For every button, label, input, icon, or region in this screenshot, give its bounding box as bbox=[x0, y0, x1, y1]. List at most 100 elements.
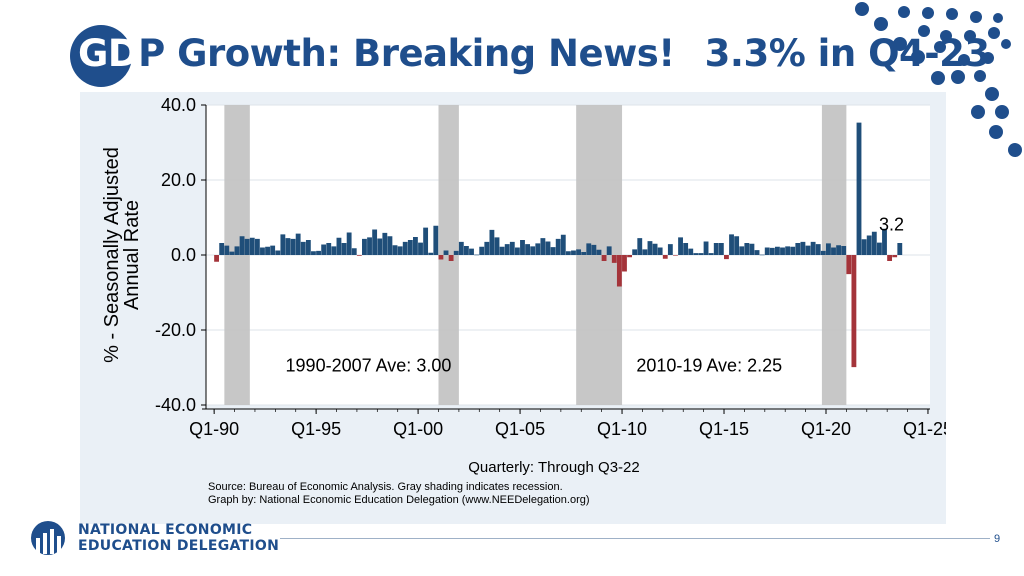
gdp-bar bbox=[295, 233, 301, 255]
gdp-bar bbox=[377, 238, 383, 255]
x-axis-label: Quarterly: Through Q3-22 bbox=[468, 459, 639, 476]
gdp-bar bbox=[443, 250, 449, 255]
gdp-bar bbox=[397, 246, 403, 255]
gdp-bar bbox=[504, 244, 510, 255]
gdp-bar bbox=[820, 250, 826, 255]
gdp-bar bbox=[463, 246, 469, 255]
gdp-bar bbox=[469, 248, 474, 255]
gdp-bar bbox=[775, 246, 780, 255]
footer-divider bbox=[280, 538, 990, 539]
gdp-bar bbox=[810, 241, 816, 255]
gdp-bar bbox=[642, 249, 648, 255]
gdp-bar bbox=[458, 241, 464, 255]
gdp-bar bbox=[851, 255, 857, 368]
gdp-bar bbox=[275, 250, 281, 255]
gdp-bar bbox=[586, 243, 592, 255]
logo-line2: EDUCATION DELEGATION bbox=[78, 538, 280, 554]
gdp-bar bbox=[861, 239, 867, 255]
gdp-bar bbox=[576, 249, 582, 255]
gdp-bar bbox=[708, 253, 714, 255]
gdp-bar bbox=[698, 253, 704, 255]
y-tick-label: -20.0 bbox=[155, 320, 196, 340]
y-tick-label: 40.0 bbox=[161, 95, 196, 115]
gdp-bar bbox=[836, 245, 842, 255]
title-part-gd: GD bbox=[78, 32, 139, 75]
gdp-bar bbox=[678, 237, 683, 255]
gdp-bar bbox=[254, 238, 260, 255]
gdp-bar bbox=[362, 238, 367, 255]
gdp-bar bbox=[596, 249, 602, 255]
gdp-bar bbox=[280, 234, 286, 255]
gdp-bar bbox=[662, 255, 668, 259]
gdp-bar bbox=[392, 245, 398, 255]
gdp-bar bbox=[805, 245, 811, 255]
gdp-bar bbox=[479, 246, 485, 255]
gdp-bar bbox=[448, 255, 454, 261]
gdp-bar bbox=[428, 252, 434, 255]
gdp-bar bbox=[418, 242, 423, 255]
gdp-bar bbox=[800, 241, 806, 255]
gdp-bar bbox=[887, 255, 893, 261]
gdp-bar bbox=[831, 247, 836, 255]
gdp-bar bbox=[560, 234, 566, 255]
gdp-bar bbox=[372, 229, 378, 255]
gdp-bar bbox=[688, 248, 694, 255]
gdp-bar bbox=[331, 246, 337, 255]
gdp-bar bbox=[270, 245, 276, 255]
gdp-bar bbox=[474, 254, 480, 256]
x-tick-label: Q1-20 bbox=[801, 419, 851, 439]
gdp-bar bbox=[667, 244, 673, 255]
gdp-bar bbox=[754, 250, 760, 255]
chart-annotation: 2010-19 Ave: 2.25 bbox=[636, 355, 782, 375]
gdp-bar bbox=[260, 247, 265, 255]
gdp-bar bbox=[769, 247, 775, 255]
gdp-bar bbox=[214, 255, 220, 262]
page-number: 9 bbox=[994, 533, 1001, 545]
logo-line1: NATIONAL ECONOMIC bbox=[78, 522, 253, 538]
gdp-bar bbox=[341, 243, 347, 255]
gdp-bar bbox=[530, 246, 536, 255]
gdp-bar bbox=[876, 242, 882, 255]
source-note: Source: Bureau of Economic Analysis. Gra… bbox=[208, 481, 590, 507]
gdp-growth-chart: 40.0 20.0 0.0 -20.0 -40.0 Q1-90 Q1-95 Q1-00 Q1-… bbox=[101, 95, 946, 476]
gdp-bar bbox=[571, 250, 576, 255]
gdp-bar bbox=[346, 232, 352, 255]
gdp-bar bbox=[795, 243, 801, 255]
gdp-bar bbox=[565, 251, 571, 255]
gdp-bar bbox=[413, 237, 418, 255]
gdp-bar bbox=[759, 254, 765, 256]
y-tick-label: 20.0 bbox=[161, 170, 196, 190]
x-tick-label: Q1-25 bbox=[903, 419, 946, 439]
gdp-bar bbox=[489, 229, 495, 255]
gdp-bar bbox=[673, 255, 678, 256]
gdp-bar bbox=[856, 122, 862, 255]
y-axis-label-line2: Annual Rate bbox=[121, 200, 143, 310]
y-tick-label: 0.0 bbox=[171, 245, 196, 265]
gdp-bar bbox=[825, 243, 831, 255]
gdp-bar bbox=[866, 235, 872, 255]
gdp-bar bbox=[525, 244, 531, 255]
gdp-bar bbox=[581, 252, 587, 255]
gdp-bar bbox=[535, 243, 541, 255]
chart-annotation: 1990-2007 Ave: 3.00 bbox=[286, 355, 452, 375]
gdp-bar bbox=[311, 251, 316, 255]
gdp-bar bbox=[591, 244, 597, 255]
gdp-bar bbox=[453, 250, 459, 255]
gdp-bar bbox=[351, 248, 357, 255]
gdp-bar bbox=[382, 232, 388, 255]
gdp-bar bbox=[749, 243, 755, 255]
gdp-bar bbox=[790, 246, 796, 255]
gdp-bar bbox=[438, 255, 444, 260]
gdp-bar bbox=[336, 237, 342, 255]
gdp-bar bbox=[219, 243, 225, 255]
gdp-bar bbox=[892, 255, 898, 258]
gdp-bar bbox=[545, 241, 551, 255]
gdp-bar bbox=[739, 246, 745, 255]
gdp-bar bbox=[622, 255, 627, 272]
gdp-bar bbox=[402, 241, 408, 255]
gdp-bar bbox=[550, 247, 556, 255]
gdp-bar bbox=[647, 241, 653, 255]
gdp-bar bbox=[239, 236, 245, 255]
gdp-bar bbox=[713, 243, 719, 255]
gdp-bar bbox=[764, 247, 770, 255]
